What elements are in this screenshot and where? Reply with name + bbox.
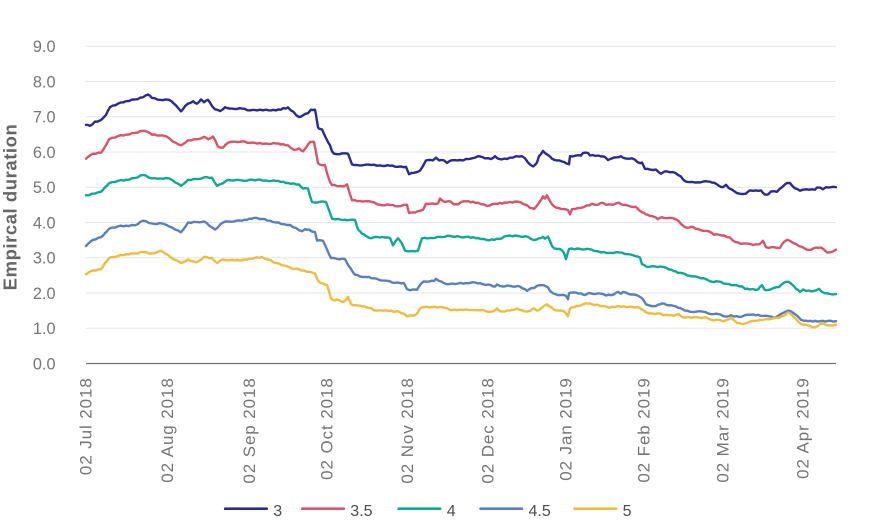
svg-text:02 Jan 2019: 02 Jan 2019 — [556, 377, 575, 480]
svg-text:02 Dec 2018: 02 Dec 2018 — [478, 377, 497, 483]
svg-text:4.5: 4.5 — [529, 503, 551, 520]
svg-text:8.0: 8.0 — [33, 73, 56, 91]
svg-text:3.5: 3.5 — [350, 503, 372, 520]
svg-text:02 Feb 2019: 02 Feb 2019 — [634, 377, 653, 482]
svg-text:7.0: 7.0 — [33, 109, 56, 127]
svg-text:6.0: 6.0 — [33, 144, 56, 162]
svg-text:5.0: 5.0 — [33, 179, 56, 197]
svg-text:Empircal duration: Empircal duration — [0, 124, 21, 291]
svg-text:4.0: 4.0 — [33, 214, 56, 232]
svg-text:02 Mar 2019: 02 Mar 2019 — [713, 377, 732, 482]
svg-text:02 Apr 2019: 02 Apr 2019 — [793, 377, 812, 479]
svg-text:02 Sep 2018: 02 Sep 2018 — [240, 377, 259, 483]
svg-text:0.0: 0.0 — [33, 355, 56, 373]
svg-text:02 Oct 2018: 02 Oct 2018 — [317, 377, 336, 480]
svg-text:2.0: 2.0 — [33, 285, 56, 303]
svg-text:5: 5 — [623, 503, 632, 520]
svg-text:3.0: 3.0 — [33, 250, 56, 268]
svg-text:1.0: 1.0 — [33, 320, 56, 338]
svg-text:02 Nov 2018: 02 Nov 2018 — [398, 377, 417, 483]
svg-text:02 Aug 2018: 02 Aug 2018 — [158, 377, 177, 482]
svg-text:4: 4 — [447, 503, 456, 520]
svg-text:02 Jul 2018: 02 Jul 2018 — [76, 377, 95, 475]
svg-text:9.0: 9.0 — [33, 38, 56, 56]
svg-text:3: 3 — [273, 503, 282, 520]
